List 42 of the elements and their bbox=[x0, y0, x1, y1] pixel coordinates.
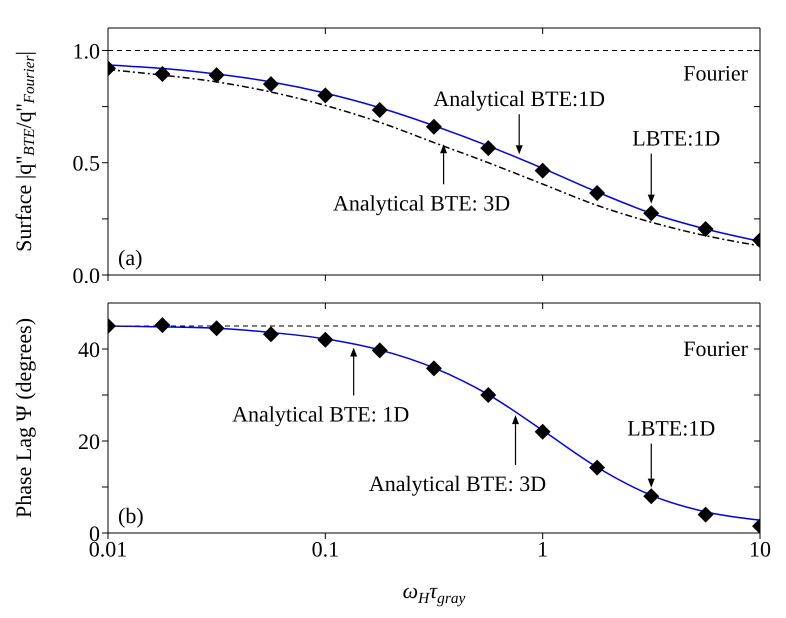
y-tick-label: 0.5 bbox=[72, 150, 100, 176]
point bbox=[643, 205, 660, 222]
y-tick-label: 0.0 bbox=[72, 262, 100, 288]
point bbox=[372, 102, 388, 118]
x-axis-title: ω$_{H}$τ$_{gray}$ bbox=[402, 578, 466, 606]
point bbox=[317, 87, 334, 104]
point bbox=[208, 67, 225, 84]
point bbox=[154, 66, 170, 82]
point bbox=[480, 140, 496, 156]
point bbox=[372, 342, 388, 358]
point bbox=[480, 387, 496, 403]
point bbox=[534, 162, 551, 179]
legend-label: Fourier bbox=[683, 336, 749, 361]
legend-label: Fourier bbox=[683, 60, 749, 86]
point bbox=[154, 317, 170, 334]
point bbox=[426, 118, 442, 135]
annotation: Analytical BTE: 3D bbox=[368, 471, 546, 496]
annotation: LBTE:1D bbox=[632, 126, 720, 151]
point bbox=[589, 185, 606, 202]
point bbox=[589, 460, 606, 476]
point bbox=[317, 332, 334, 348]
point bbox=[643, 488, 660, 504]
y-tick-label: 20 bbox=[78, 428, 100, 454]
point bbox=[426, 360, 442, 376]
y-tick-label: 1.0 bbox=[72, 38, 100, 64]
annotation: Analytical BTE: 3D bbox=[332, 190, 510, 216]
x-tick-label: 1 bbox=[537, 536, 548, 562]
y-tick-label: 40 bbox=[78, 336, 100, 362]
point bbox=[534, 424, 551, 440]
point bbox=[262, 76, 279, 92]
y-axis-title: Phase Lag Ψ (degrees) bbox=[11, 318, 36, 518]
point bbox=[698, 506, 714, 523]
annotation: Analytical BTE: 1D bbox=[232, 401, 410, 426]
annotation: LBTE:1D bbox=[627, 416, 716, 441]
point bbox=[208, 320, 225, 336]
annotation: (a) bbox=[118, 245, 142, 271]
point bbox=[698, 220, 714, 237]
x-tick-label: 0.1 bbox=[312, 536, 340, 562]
x-tick-label: 10 bbox=[749, 536, 771, 562]
annotation: Analytical BTE:1D bbox=[433, 86, 606, 112]
point bbox=[262, 326, 279, 342]
annotation: (b) bbox=[118, 503, 144, 529]
